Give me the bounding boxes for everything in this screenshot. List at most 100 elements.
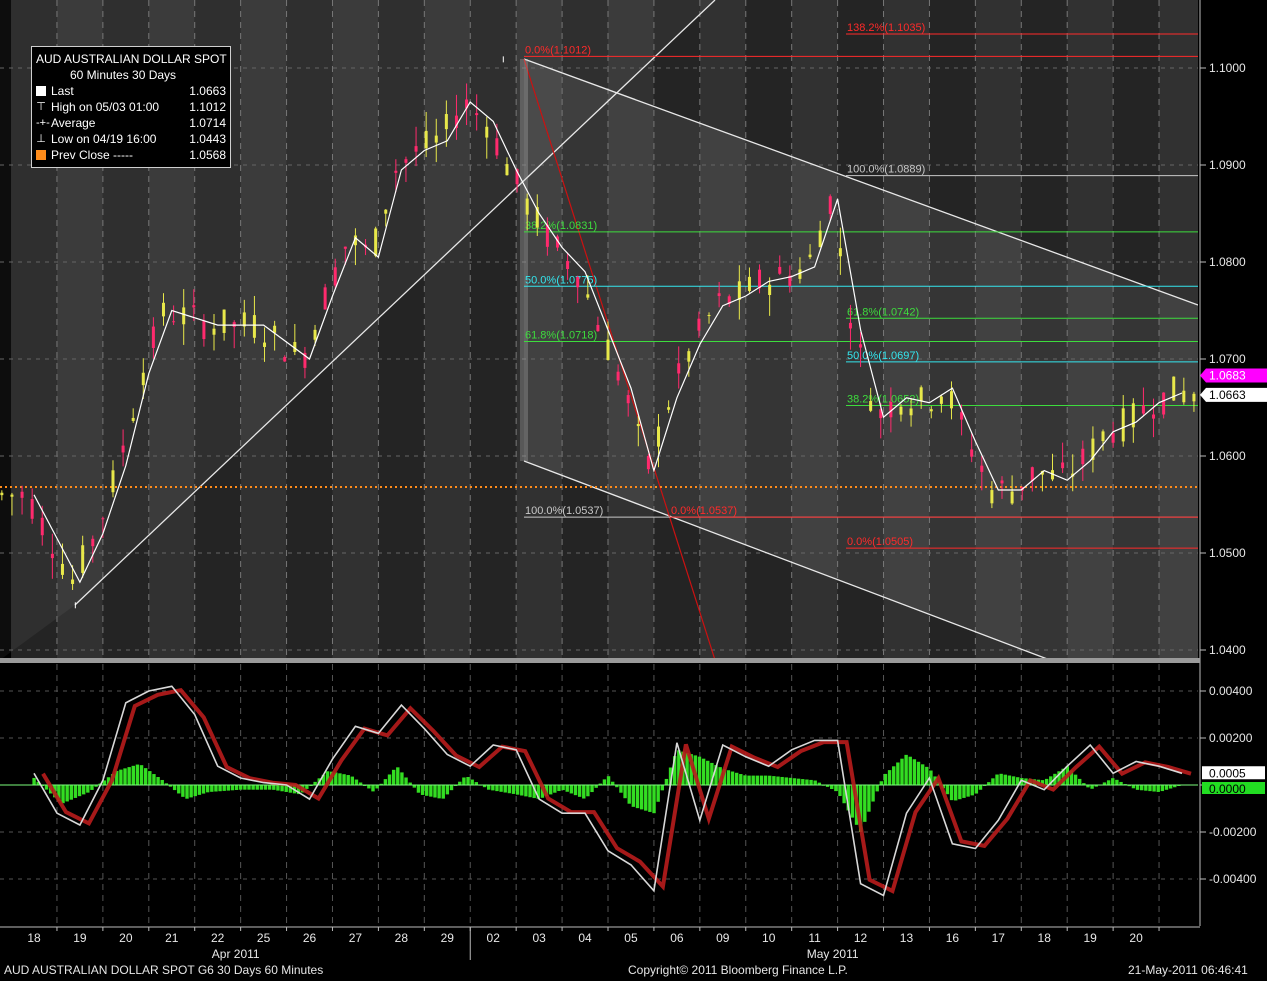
- day-stripe: [332, 0, 379, 660]
- histogram-bar: [267, 785, 272, 790]
- candle-body: [1051, 470, 1055, 480]
- histogram-bar: [908, 756, 912, 785]
- histogram-bar: [1057, 771, 1061, 785]
- y-tick-label: 1.0400: [1209, 643, 1246, 657]
- histogram-bar: [1144, 785, 1148, 791]
- candle-body: [929, 409, 933, 412]
- histogram-bar: [528, 785, 532, 798]
- axis-band: [1198, 0, 1267, 660]
- histogram-bar: [706, 760, 710, 785]
- osc-tick-label: 0.00200: [1209, 731, 1253, 745]
- candle-body: [788, 275, 792, 287]
- histogram-bar: [999, 773, 1003, 785]
- histogram-bar: [354, 779, 359, 785]
- candle-body: [475, 113, 479, 116]
- legend-subtitle: 60 Minutes 30 Days: [70, 68, 177, 82]
- histogram-bar: [668, 767, 673, 785]
- histogram-bar: [536, 785, 541, 799]
- histogram-bar: [590, 785, 594, 793]
- histogram-bar: [631, 785, 636, 807]
- histogram-bar: [842, 785, 846, 804]
- histogram-bar: [801, 779, 805, 785]
- histogram-bar: [412, 785, 417, 788]
- histogram-bar: [81, 785, 86, 795]
- histogram-bar: [887, 770, 892, 785]
- x-tick-label: 10: [762, 931, 776, 945]
- histogram-bar: [350, 776, 355, 785]
- histogram-bar: [1020, 777, 1024, 785]
- histogram-bar: [1102, 782, 1107, 785]
- histogram-bar: [429, 785, 433, 797]
- histogram-bar: [1011, 776, 1016, 785]
- x-tick-label: 09: [716, 931, 730, 945]
- candle-body: [252, 315, 256, 338]
- histogram-bar: [325, 771, 330, 785]
- footer-copyright: Copyright© 2011 Bloomberg Finance L.P.: [628, 963, 848, 977]
- candle-body: [990, 490, 994, 504]
- histogram-bar: [586, 785, 590, 797]
- candle-body: [869, 400, 873, 411]
- candle-body: [828, 196, 832, 214]
- month-label: Apr 2011: [212, 947, 260, 961]
- histogram-bar: [499, 785, 503, 792]
- candle-body: [960, 412, 964, 420]
- histogram-bar: [420, 785, 425, 795]
- x-tick-label: 21: [165, 931, 179, 945]
- histogram-bar: [189, 785, 193, 798]
- histogram-bar: [763, 775, 768, 785]
- histogram-bar: [61, 785, 65, 804]
- histogram-bar: [639, 785, 644, 810]
- day-stripe: [745, 0, 792, 660]
- last-price-label-white: 1.0663: [1209, 388, 1246, 402]
- histogram-bar: [296, 785, 301, 795]
- x-tick-label: 28: [395, 931, 409, 945]
- candle-body: [657, 426, 661, 447]
- histogram-bar: [272, 785, 276, 790]
- histogram-bar: [1044, 778, 1049, 785]
- histogram-bar: [338, 773, 342, 785]
- candle-body: [131, 417, 135, 421]
- candle-body: [10, 494, 14, 497]
- histogram-bar: [1156, 785, 1160, 792]
- x-tick-label: 03: [532, 931, 546, 945]
- y-tick-label: 1.1000: [1209, 61, 1246, 75]
- candle-body: [747, 276, 751, 291]
- histogram-bar: [1139, 785, 1144, 791]
- histogram-bar: [1007, 775, 1012, 785]
- day-stripe: [562, 0, 608, 660]
- histogram-bar: [1164, 785, 1169, 790]
- histogram-bar: [367, 785, 371, 789]
- candle-body: [798, 269, 802, 279]
- histogram-bar: [1115, 779, 1119, 785]
- histogram-bar: [796, 778, 801, 785]
- osc-value-label-white: 0.0005: [1209, 766, 1246, 780]
- histogram-bar: [334, 772, 338, 785]
- histogram-bar: [652, 785, 656, 814]
- histogram-bar: [1090, 785, 1094, 789]
- candle-body: [424, 130, 428, 149]
- candle-body: [71, 579, 75, 584]
- histogram-bar: [197, 785, 202, 795]
- histogram-bar: [540, 785, 545, 798]
- candle-body: [394, 170, 398, 173]
- histogram-bar: [276, 785, 280, 791]
- histogram-bar: [123, 768, 127, 785]
- candle-body: [879, 409, 883, 419]
- candle-body: [434, 135, 438, 143]
- candle-body: [687, 351, 691, 362]
- candle-body: [40, 517, 44, 536]
- histogram-bar: [830, 785, 834, 789]
- histogram-bar: [247, 785, 251, 790]
- histogram-bar: [106, 777, 111, 785]
- histogram-bar: [449, 785, 454, 791]
- last-price-label-pink: 1.0683: [1209, 368, 1246, 382]
- candle-body: [768, 284, 772, 295]
- histogram-bar: [425, 785, 429, 796]
- histogram-bar: [602, 779, 607, 785]
- histogram-bar: [784, 777, 788, 785]
- candle-body: [646, 455, 650, 470]
- histogram-bar: [945, 785, 950, 795]
- histogram-bar: [387, 774, 392, 785]
- histogram-bar: [850, 785, 855, 818]
